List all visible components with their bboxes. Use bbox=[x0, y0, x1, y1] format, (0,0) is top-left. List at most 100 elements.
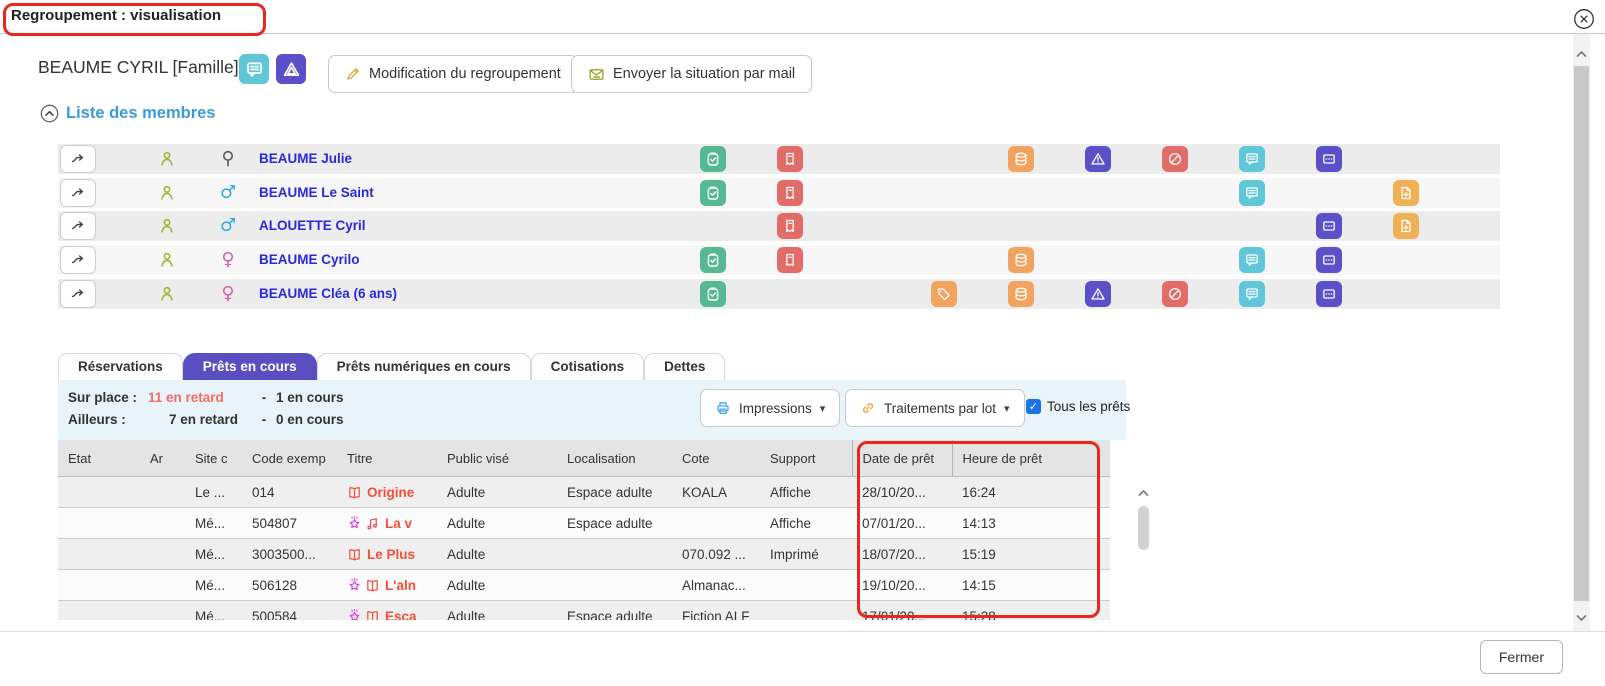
table-scrollbar-thumb[interactable] bbox=[1138, 506, 1149, 550]
star-icon bbox=[347, 515, 362, 531]
batch-actions-label: Traitements par lot bbox=[884, 400, 997, 416]
loan-code: 500584 bbox=[242, 600, 337, 620]
loan-cote: Almanac... bbox=[672, 569, 760, 601]
col-site[interactable]: Site c bbox=[185, 440, 242, 477]
impressions-label: Impressions bbox=[739, 400, 812, 416]
scroll-down-icon[interactable] bbox=[1573, 610, 1590, 626]
batch-actions-button[interactable]: Traitements par lot ▾ bbox=[845, 389, 1025, 427]
tab-cotisations[interactable]: Cotisations bbox=[530, 353, 645, 380]
col-public-vise[interactable]: Public visé bbox=[437, 440, 557, 477]
person-icon bbox=[158, 217, 176, 235]
member-row: ♀ BEAUME Cyrilo bbox=[58, 245, 1500, 275]
loan-time: 14:15 bbox=[952, 569, 1110, 601]
col-heure-de-pret[interactable]: Heure de prêt bbox=[951, 440, 1110, 477]
modify-group-button[interactable]: Modification du regroupement bbox=[328, 55, 578, 93]
loan-cote: Fiction ALF bbox=[672, 600, 760, 620]
printer-icon bbox=[715, 400, 731, 416]
book-icon bbox=[347, 547, 362, 562]
separator: - bbox=[261, 412, 267, 427]
loan-site: Mé... bbox=[185, 507, 242, 539]
table-scrollbar[interactable] bbox=[1136, 480, 1151, 620]
send-situation-mail-button[interactable]: Envoyer la situation par mail bbox=[571, 55, 813, 93]
close-dialog-button[interactable]: Fermer bbox=[1479, 640, 1563, 674]
open-member-button[interactable] bbox=[60, 246, 96, 274]
members-heading: Liste des membres bbox=[66, 104, 216, 122]
member-name-link[interactable]: BEAUME Cyrilo bbox=[259, 252, 360, 267]
loan-support: Imprimé bbox=[760, 538, 852, 570]
member-name-link[interactable]: BEAUME Cléa (6 ans) bbox=[259, 286, 398, 301]
database-icon bbox=[1008, 146, 1034, 172]
loan-cote: KOALA bbox=[672, 476, 760, 508]
loan-row[interactable]: Mé... 506128 L'aln Adulte Almanac... 19/… bbox=[58, 569, 1110, 601]
col-cote[interactable]: Cote bbox=[672, 440, 760, 477]
member-name-link[interactable]: BEAUME Julie bbox=[259, 151, 353, 166]
col-titre[interactable]: Titre bbox=[337, 440, 437, 477]
loan-location bbox=[557, 538, 672, 570]
open-member-button[interactable] bbox=[60, 179, 96, 207]
col-etat[interactable]: Etat bbox=[58, 440, 140, 477]
person-icon bbox=[158, 184, 176, 202]
all-loans-label: Tous les prêts bbox=[1047, 399, 1131, 414]
document-add-icon bbox=[1393, 213, 1419, 239]
loan-title-link[interactable]: Le Plus bbox=[367, 546, 416, 562]
col-support[interactable]: Support bbox=[760, 440, 852, 477]
loan-site: Mé... bbox=[185, 569, 242, 601]
main-scrollbar-thumb[interactable] bbox=[1574, 66, 1589, 601]
open-member-button[interactable] bbox=[60, 145, 96, 173]
loans-table: Etat Ar Site c Code exemp Titre Public v… bbox=[58, 440, 1110, 620]
scroll-up-icon[interactable] bbox=[1136, 486, 1151, 500]
loans-header-row: Etat Ar Site c Code exemp Titre Public v… bbox=[58, 440, 1110, 477]
member-name-link[interactable]: ALOUETTE Cyril bbox=[259, 218, 366, 233]
loan-title-link[interactable]: Origine bbox=[367, 484, 415, 500]
loan-time: 16:24 bbox=[952, 476, 1110, 508]
clipboard-check-icon bbox=[700, 281, 726, 307]
loan-support: Affiche bbox=[760, 507, 852, 539]
close-icon[interactable] bbox=[1573, 8, 1595, 30]
loan-row[interactable]: Mé... 504807 La v Adulte Espace adulte A… bbox=[58, 507, 1110, 539]
tab-dettes[interactable]: Dettes bbox=[644, 353, 726, 380]
loan-site: Le ... bbox=[185, 476, 242, 508]
tab-prets-numeriques[interactable]: Prêts numériques en cours bbox=[316, 353, 531, 380]
loan-support: Affiche bbox=[760, 476, 852, 508]
elsewhere-current-count: 0 en cours bbox=[276, 412, 344, 427]
loan-row[interactable]: Mé... 500584 Esca Adulte Espace adulte F… bbox=[58, 600, 1110, 621]
loan-code: 506128 bbox=[242, 569, 337, 601]
loan-row[interactable]: Le ... 014 Origine Adulte Espace adulte … bbox=[58, 476, 1110, 508]
tab-prets-en-cours[interactable]: Prêts en cours bbox=[182, 353, 317, 380]
group-alert-button[interactable] bbox=[276, 54, 306, 84]
members-section-toggle[interactable]: Liste des membres bbox=[40, 104, 215, 123]
loan-support bbox=[760, 569, 852, 601]
loan-public: Adulte bbox=[437, 569, 557, 601]
open-member-button[interactable] bbox=[60, 212, 96, 240]
member-name-link[interactable]: BEAUME Le Saint bbox=[259, 185, 374, 200]
col-code-exemplaire[interactable]: Code exemp bbox=[242, 440, 337, 477]
gender-female-icon: ♀ bbox=[221, 249, 235, 270]
book-icon bbox=[365, 578, 380, 593]
chat-lines-icon bbox=[1239, 247, 1265, 273]
loan-row[interactable]: Mé... 3003500... Le Plus Adulte 070.092 … bbox=[58, 538, 1110, 570]
group-chat-button[interactable] bbox=[239, 54, 269, 84]
star-icon bbox=[347, 608, 362, 620]
open-member-button[interactable] bbox=[60, 280, 96, 308]
loan-time: 14:13 bbox=[952, 507, 1110, 539]
loan-title-link[interactable]: La v bbox=[385, 515, 413, 531]
col-ar[interactable]: Ar bbox=[140, 440, 185, 477]
music-note-icon bbox=[365, 516, 380, 531]
loan-title-link[interactable]: Esca bbox=[385, 608, 417, 621]
col-date-de-pret[interactable]: Date de prêt bbox=[851, 440, 952, 477]
person-icon bbox=[158, 150, 176, 168]
loan-title-link[interactable]: L'aln bbox=[385, 577, 416, 593]
all-loans-checkbox[interactable]: ✓ Tous les prêts bbox=[1026, 399, 1130, 414]
loan-site: Mé... bbox=[185, 538, 242, 570]
title-bar: Regroupement : visualisation bbox=[0, 0, 1605, 34]
col-localisation[interactable]: Localisation bbox=[557, 440, 672, 477]
elsewhere-late-count: 7 en retard bbox=[168, 412, 238, 427]
loan-public: Adulte bbox=[437, 476, 557, 508]
ticket-icon bbox=[1316, 146, 1342, 172]
main-scrollbar[interactable] bbox=[1573, 34, 1590, 632]
member-row: ♂ BEAUME Le Saint bbox=[58, 178, 1500, 208]
impressions-button[interactable]: Impressions ▾ bbox=[700, 389, 841, 427]
tab-reservations[interactable]: Réservations bbox=[58, 353, 183, 380]
scroll-up-icon[interactable] bbox=[1573, 46, 1590, 62]
